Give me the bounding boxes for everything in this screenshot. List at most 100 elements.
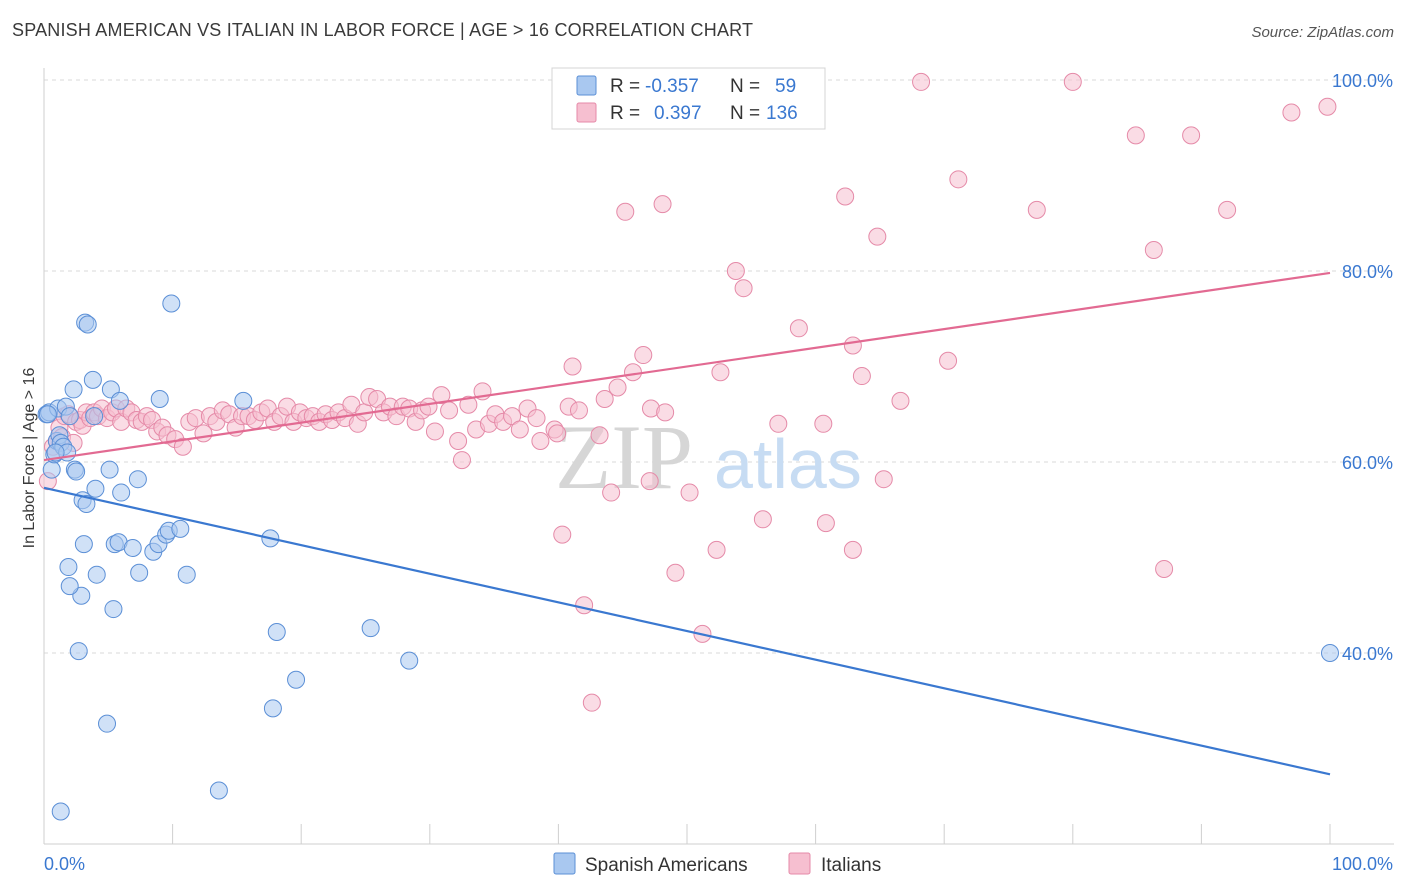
italian-point bbox=[432, 386, 451, 405]
legend-n-label-1: N = bbox=[730, 76, 760, 97]
spanish-american-point bbox=[162, 294, 181, 313]
spanish-american-point bbox=[67, 462, 86, 481]
italian-point bbox=[548, 424, 567, 443]
italian-point bbox=[816, 514, 835, 533]
italian-point bbox=[1126, 126, 1145, 145]
spanish-american-point bbox=[1321, 644, 1339, 662]
watermark-atlas: atlas bbox=[714, 425, 862, 503]
italian-point bbox=[1218, 200, 1237, 219]
spanish-american-point bbox=[85, 407, 104, 426]
italian-point bbox=[814, 414, 833, 433]
spanish-american-point bbox=[87, 565, 106, 584]
italian-point bbox=[1063, 72, 1082, 91]
italian-point bbox=[1182, 126, 1201, 145]
italian-point bbox=[707, 540, 726, 559]
italian-point bbox=[891, 391, 910, 410]
italian-point bbox=[608, 378, 627, 397]
watermark: ZIP atlas bbox=[555, 406, 862, 508]
italian-point bbox=[634, 346, 653, 365]
italian-point bbox=[726, 262, 745, 280]
axes bbox=[43, 68, 1394, 845]
italian-point bbox=[789, 319, 808, 338]
italian-point bbox=[734, 279, 753, 298]
spanish-american-point bbox=[112, 483, 131, 502]
italian-point bbox=[602, 483, 621, 502]
italian-point bbox=[769, 414, 788, 433]
legend-r-value-2: 0.397 bbox=[654, 103, 702, 124]
spanish-american-point bbox=[64, 380, 83, 399]
spanish-american-point bbox=[72, 586, 91, 605]
watermark-zip: ZIP bbox=[555, 406, 693, 508]
italian-point bbox=[868, 227, 887, 246]
spanish-american-point bbox=[361, 619, 380, 638]
spanish-american-point bbox=[86, 479, 105, 498]
italian-point bbox=[419, 397, 438, 416]
italian-point bbox=[440, 401, 459, 420]
italian-point bbox=[459, 395, 478, 414]
italian-point bbox=[590, 426, 609, 445]
spanish-american-point bbox=[209, 781, 228, 800]
spanish-american-point bbox=[287, 670, 306, 689]
italian-point bbox=[711, 363, 730, 382]
italian-point bbox=[582, 693, 601, 712]
italian-point bbox=[753, 510, 772, 529]
spanish-american-point bbox=[77, 495, 96, 514]
spanish-american-point bbox=[171, 519, 190, 538]
spanish-american-point bbox=[60, 407, 79, 426]
x-tick-label: 100.0% bbox=[1332, 854, 1393, 874]
y-tick-label: 60.0% bbox=[1342, 453, 1393, 473]
trend-lines bbox=[43, 271, 1331, 776]
italian-point bbox=[843, 336, 862, 355]
italian-point bbox=[939, 351, 958, 370]
italian-point bbox=[912, 72, 931, 91]
spanish-american-point bbox=[123, 538, 142, 557]
spanish-american-point bbox=[263, 699, 282, 718]
italian-point bbox=[1144, 240, 1163, 259]
italian-point bbox=[616, 202, 635, 221]
spanish-american-point bbox=[267, 622, 286, 641]
italian-point bbox=[680, 483, 699, 502]
y-tick-label: 80.0% bbox=[1342, 262, 1393, 282]
italian-point bbox=[836, 187, 855, 206]
spanish-american-point bbox=[83, 370, 102, 389]
tick-labels: 40.0% 60.0% 80.0% 100.0% 0.0% 100.0% bbox=[44, 71, 1393, 874]
series-legend: Spanish Americans Italians bbox=[553, 852, 881, 876]
legend-swatch-blue bbox=[576, 75, 597, 96]
spanish-american-point bbox=[42, 460, 61, 479]
spanish-american-point bbox=[69, 642, 88, 661]
spanish-american-point bbox=[59, 558, 78, 577]
spanish-american-point bbox=[78, 315, 97, 334]
bottom-legend-label-spanish: Spanish Americans bbox=[585, 855, 748, 876]
italian-point bbox=[510, 420, 529, 439]
italian-point bbox=[531, 431, 550, 450]
spanish-american-point bbox=[74, 535, 93, 554]
italian-point bbox=[640, 472, 659, 491]
italian-point bbox=[852, 367, 871, 386]
y-tick-label: 40.0% bbox=[1342, 644, 1393, 664]
spanish-american-point bbox=[110, 391, 129, 410]
italian-point bbox=[527, 409, 546, 428]
legend-n-value-1: 59 bbox=[775, 76, 796, 97]
bottom-legend-label-italians: Italians bbox=[821, 855, 881, 876]
chart-title: SPANISH AMERICAN VS ITALIAN IN LABOR FOR… bbox=[12, 20, 754, 40]
italian-point bbox=[563, 357, 582, 376]
spanish-american-point bbox=[128, 470, 147, 489]
italian-point bbox=[425, 422, 444, 441]
italian-point bbox=[653, 195, 672, 214]
x-tick-label: 0.0% bbox=[44, 854, 85, 874]
legend-r-label-1: R = bbox=[610, 76, 640, 97]
spanish-american-point bbox=[98, 714, 117, 733]
y-axis-label: In Labor Force | Age > 16 bbox=[21, 368, 38, 549]
spanish-american-point bbox=[60, 577, 79, 596]
legend-r-label-2: R = bbox=[610, 103, 640, 124]
italian-point bbox=[874, 470, 893, 489]
spanish-american-point bbox=[177, 565, 196, 584]
bottom-legend-swatch-pink bbox=[788, 852, 811, 875]
italian-point bbox=[623, 363, 642, 382]
spanish-american-point bbox=[400, 651, 419, 670]
italians-points bbox=[38, 71, 1337, 712]
italian-point bbox=[843, 540, 862, 559]
italian-point bbox=[553, 525, 572, 544]
italian-point bbox=[452, 451, 471, 470]
